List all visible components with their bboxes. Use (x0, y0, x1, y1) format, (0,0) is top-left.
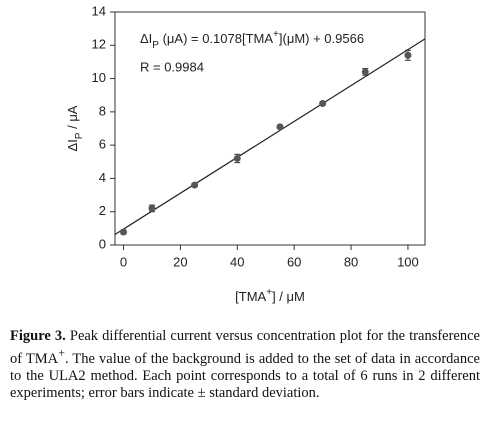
x-tick-label: 20 (173, 254, 187, 269)
y-tick-label: 10 (92, 70, 106, 85)
data-point (276, 123, 284, 131)
data-point (404, 51, 412, 59)
x-axis-label-part: ] / μM (272, 289, 305, 304)
caption: Figure 3. Peak differential current vers… (10, 328, 480, 402)
data-point (319, 100, 327, 108)
y-axis-label-part: ΔI (65, 139, 80, 151)
x-tick-label: 80 (344, 254, 358, 269)
y-axis-label-part: / μA (65, 105, 80, 132)
y-axis-label-part: P (74, 132, 85, 139)
y-tick-label: 2 (99, 203, 106, 218)
caption-label: Figure 3. (10, 328, 66, 344)
equation-slope: 0.1078 (202, 31, 242, 46)
data-point (361, 68, 369, 76)
x-axis-label: [TMA+] / μM (235, 287, 305, 304)
equation-part: [TMA (242, 31, 273, 46)
data-point (120, 228, 128, 236)
r-value: R = 0.9984 (140, 59, 204, 74)
data-point (148, 204, 156, 212)
x-tick-label: 40 (230, 254, 244, 269)
equation-part: + (273, 29, 279, 40)
y-tick-label: 4 (99, 170, 106, 185)
y-tick-label: 14 (92, 3, 106, 18)
data-point (233, 154, 241, 162)
x-axis-label-part: + (266, 287, 272, 298)
caption-sup: + (58, 346, 65, 360)
equation-part: P (152, 40, 159, 51)
y-axis-label: ΔIP / μA (65, 105, 85, 151)
y-tick-label: 6 (99, 137, 106, 152)
equation: ΔIP (μA) = 0.1078[TMA+](μM) + 0.9566 (140, 29, 364, 51)
x-tick-label: 60 (287, 254, 301, 269)
equation-part: ΔI (140, 31, 152, 46)
y-tick-label: 8 (99, 103, 106, 118)
caption-text: . The value of the background is added t… (10, 350, 480, 401)
plot-frame (114, 11, 426, 246)
y-tick-label: 12 (92, 37, 106, 52)
data-point (191, 181, 199, 189)
x-tick-label: 100 (397, 254, 419, 269)
y-tick-label: 0 (99, 236, 106, 251)
equation-part: (μA) = (159, 31, 202, 46)
fit-line (114, 38, 426, 235)
equation-part: ](μM) + (279, 31, 324, 46)
x-tick-label: 0 (120, 254, 127, 269)
equation-intercept: 0.9566 (324, 31, 364, 46)
x-axis-label-part: [TMA (235, 289, 266, 304)
caption-text: Peak differential current versus concent… (10, 328, 480, 367)
